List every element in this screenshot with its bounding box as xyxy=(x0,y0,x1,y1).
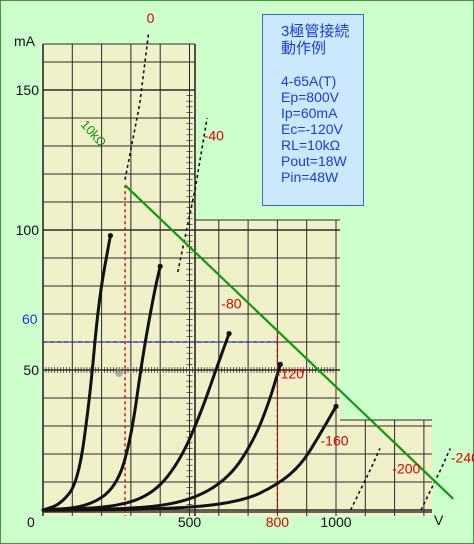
info-ep: Ep=800V xyxy=(281,89,339,105)
info-pin: Pin=48W xyxy=(281,169,339,185)
curve-end-dot xyxy=(107,233,113,239)
operating-current-label: 60 xyxy=(22,311,38,327)
x-tick-label: 1000 xyxy=(320,514,351,530)
x-tick-label: 500 xyxy=(178,514,202,530)
curve-end-dot xyxy=(226,331,232,337)
plate-curves xyxy=(41,233,339,512)
y-tick-label: 0 xyxy=(27,514,35,530)
dashed-curves xyxy=(124,33,451,511)
dashed-curve--40 xyxy=(176,117,208,273)
info-pout: Pout=18W xyxy=(281,153,347,169)
curve-label--200: -200 xyxy=(392,461,420,477)
chart-labels: mA V 0 50 100 150 500 800 1000 60 0 -40 -80 -120 -160 -… xyxy=(14,10,474,530)
curve-end-dot xyxy=(333,403,339,409)
curve-end-dot xyxy=(157,263,163,269)
y-tick-label: 150 xyxy=(16,82,40,98)
grid xyxy=(42,43,432,516)
y-axis-unit: mA xyxy=(14,33,36,49)
dashed-curve--200 xyxy=(349,448,381,511)
dashed-curve-0 xyxy=(124,33,150,180)
info-title-line1: 3極管接続 xyxy=(281,23,350,40)
info-rl: RL=10kΩ xyxy=(281,137,341,153)
curve-label--120: -120 xyxy=(276,365,304,381)
plate-curve--160 xyxy=(41,404,338,512)
curve-label--40: -40 xyxy=(204,127,224,143)
info-tube: 4-65A(T) xyxy=(281,73,337,89)
info-ip: Ip=60mA xyxy=(281,105,338,121)
info-title-line2: 動作例 xyxy=(281,40,327,57)
curve-label-0: 0 xyxy=(147,10,155,26)
curve-end-dot xyxy=(277,361,283,367)
paper-region xyxy=(43,44,195,516)
curve-label--240: -240 xyxy=(451,449,474,465)
curve-label--80: -80 xyxy=(221,295,241,311)
dashed-curve--240 xyxy=(420,448,451,511)
load-line xyxy=(124,184,454,500)
y-tick-label: 50 xyxy=(23,362,39,378)
info-ec: Ec=-120V xyxy=(281,121,343,137)
operating-markers xyxy=(43,185,279,516)
curve-label--160: -160 xyxy=(321,433,349,449)
plate-curve-0 xyxy=(41,234,112,512)
y-tick-label: 100 xyxy=(16,222,40,238)
x-tick-label: 800 xyxy=(266,514,290,530)
x-axis-unit: V xyxy=(434,512,444,528)
operating-info-box: 3極管接続 動作例 4-65A(T) Ep=800V Ip=60mA Ec=-1… xyxy=(262,14,364,206)
scan-mark xyxy=(115,369,123,377)
